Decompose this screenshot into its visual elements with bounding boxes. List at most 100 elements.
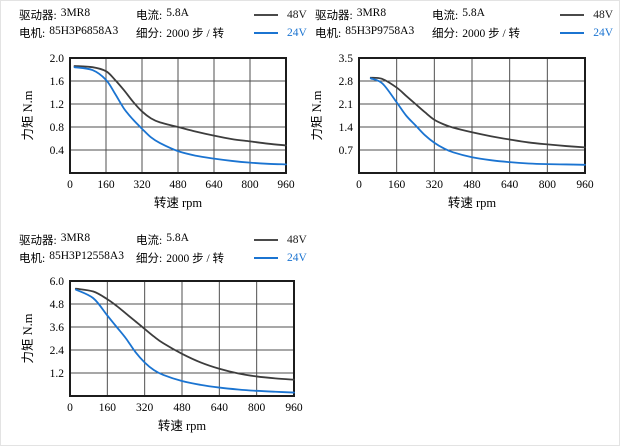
header-row-1: 驱动器: 3MR8 电流: 5.8A 48V: [315, 6, 619, 24]
legend-label-24v: 24V: [287, 27, 307, 39]
svg-text:640: 640: [501, 179, 519, 191]
svg-text:1.6: 1.6: [50, 76, 65, 88]
current-value: 5.8A: [462, 7, 485, 19]
svg-text:0: 0: [356, 179, 362, 191]
svg-text:0: 0: [67, 402, 73, 414]
svg-text:320: 320: [133, 179, 151, 191]
legend-line-48v-icon: [254, 239, 278, 241]
svg-text:800: 800: [241, 179, 259, 191]
svg-text:960: 960: [576, 179, 594, 191]
header-row-2: 电机: 85H3P9758A3 细分: 2000 步 / 转 24V: [315, 24, 619, 42]
legend-label-48v: 48V: [593, 9, 613, 21]
current-label: 电流:: [432, 10, 459, 22]
motor-label: 电机:: [19, 253, 46, 265]
legend-line-48v-icon: [560, 14, 585, 16]
header-row-2: 电机: 85H3P6858A3 细分: 2000 步 / 转 24V: [19, 24, 311, 42]
chart-panel-85H3P12558A3: 驱动器: 3MR8 电流: 5.8A 48V 电机: 85H3P12558A3 细分:…: [1, 226, 311, 445]
svg-text:6.0: 6.0: [50, 276, 65, 288]
svg-text:力矩 N.m: 力矩 N.m: [21, 90, 35, 140]
motor-value: 85H3P6858A3: [49, 25, 119, 37]
torque-speed-chart: 0 160 320 480 640 800 960 0.7 1.4 2.1 2.8 3.5 转速 rpm…: [311, 53, 594, 210]
chart-header: 驱动器: 3MR8 电流: 5.8A 48V 电机: 85H3P12558A3 细分:…: [1, 226, 311, 267]
svg-text:转速 rpm: 转速 rpm: [154, 195, 203, 210]
chart-panel-85H3P6858A3: 驱动器: 3MR8 电流: 5.8A 48V 电机: 85H3P6858A3 细分: 2…: [1, 1, 311, 224]
legend-entry-24v: 24V: [560, 27, 619, 39]
legend-entry-48v: 48V: [254, 234, 315, 246]
header-row-1: 驱动器: 3MR8 电流: 5.8A 48V: [19, 231, 311, 249]
svg-text:3.6: 3.6: [50, 322, 65, 334]
subdivision-label: 细分:: [136, 253, 163, 265]
svg-text:0.7: 0.7: [339, 145, 354, 157]
legend-label-48v: 48V: [287, 234, 307, 246]
motor-label: 电机:: [19, 28, 46, 40]
svg-text:0.4: 0.4: [50, 145, 65, 157]
svg-text:160: 160: [99, 402, 117, 414]
svg-text:1.2: 1.2: [50, 99, 65, 111]
svg-text:320: 320: [136, 402, 154, 414]
motor-label: 电机:: [315, 28, 342, 40]
svg-text:2.1: 2.1: [339, 99, 354, 111]
driver-label: 驱动器:: [19, 10, 57, 22]
torque-speed-chart: 0 160 320 480 640 800 960 0.4 0.8 1.2 1.6 2.0 转速 rpm…: [21, 53, 295, 210]
header-row-1: 驱动器: 3MR8 电流: 5.8A 48V: [19, 6, 311, 24]
driver-label: 驱动器:: [19, 235, 57, 247]
subdivision-label: 细分:: [136, 28, 163, 40]
current-label: 电流:: [136, 10, 163, 22]
subdivision-value: 2000 步 / 转: [166, 28, 225, 40]
legend-label-24v: 24V: [287, 252, 307, 264]
current-label: 电流:: [136, 235, 163, 247]
svg-text:2.8: 2.8: [339, 76, 354, 88]
svg-text:转速 rpm: 转速 rpm: [158, 418, 207, 433]
torque-speed-chart: 0 160 320 480 640 800 960 1.2 2.4 3.6 4.8 6.0 转速 rpm…: [21, 276, 303, 433]
legend-label-24v: 24V: [593, 27, 613, 39]
svg-text:0.8: 0.8: [50, 122, 65, 134]
svg-text:3.5: 3.5: [339, 53, 354, 65]
legend-entry-24v: 24V: [254, 252, 315, 264]
svg-text:0: 0: [67, 179, 73, 191]
svg-text:480: 480: [169, 179, 187, 191]
svg-text:2.0: 2.0: [50, 53, 65, 65]
legend-line-48v-icon: [254, 14, 278, 16]
subdivision-value: 2000 步 / 转: [166, 253, 225, 265]
svg-text:960: 960: [285, 402, 303, 414]
svg-text:960: 960: [277, 179, 295, 191]
svg-text:480: 480: [173, 402, 191, 414]
svg-text:力矩 N.m: 力矩 N.m: [21, 313, 35, 363]
svg-text:800: 800: [248, 402, 266, 414]
chart-header: 驱动器: 3MR8 电流: 5.8A 48V 电机: 85H3P9758A3 细分: 2…: [311, 1, 619, 42]
svg-text:160: 160: [97, 179, 115, 191]
legend-entry-48v: 48V: [254, 9, 315, 21]
chart-header: 驱动器: 3MR8 电流: 5.8A 48V 电机: 85H3P6858A3 细分: 2…: [1, 1, 311, 42]
legend-line-24v-icon: [254, 32, 278, 34]
svg-text:480: 480: [463, 179, 481, 191]
driver-value: 3MR8: [60, 232, 91, 244]
driver-label: 驱动器:: [315, 10, 353, 22]
chart-panel-85H3P9758A3: 驱动器: 3MR8 电流: 5.8A 48V 电机: 85H3P9758A3 细分: 2…: [311, 1, 619, 224]
motor-value: 85H3P9758A3: [345, 25, 415, 37]
svg-text:4.8: 4.8: [50, 299, 65, 311]
driver-value: 3MR8: [356, 7, 387, 19]
svg-text:320: 320: [426, 179, 444, 191]
header-row-2: 电机: 85H3P12558A3 细分: 2000 步 / 转 24V: [19, 249, 311, 267]
svg-text:640: 640: [211, 402, 229, 414]
legend-entry-24v: 24V: [254, 27, 315, 39]
svg-text:160: 160: [388, 179, 406, 191]
legend-line-24v-icon: [560, 32, 585, 34]
legend-entry-48v: 48V: [560, 9, 619, 21]
current-value: 5.8A: [166, 232, 189, 244]
motor-value: 85H3P12558A3: [49, 250, 124, 262]
legend-line-24v-icon: [254, 257, 278, 259]
legend-label-48v: 48V: [287, 9, 307, 21]
svg-text:2.4: 2.4: [50, 345, 65, 357]
subdivision-label: 细分:: [432, 28, 459, 40]
svg-text:800: 800: [539, 179, 557, 191]
svg-text:转速 rpm: 转速 rpm: [448, 195, 497, 210]
subdivision-value: 2000 步 / 转: [462, 28, 521, 40]
driver-value: 3MR8: [60, 7, 91, 19]
current-value: 5.8A: [166, 7, 189, 19]
svg-text:1.2: 1.2: [50, 368, 65, 380]
svg-text:力矩 N.m: 力矩 N.m: [311, 90, 324, 140]
svg-text:640: 640: [205, 179, 223, 191]
svg-text:1.4: 1.4: [339, 122, 354, 134]
